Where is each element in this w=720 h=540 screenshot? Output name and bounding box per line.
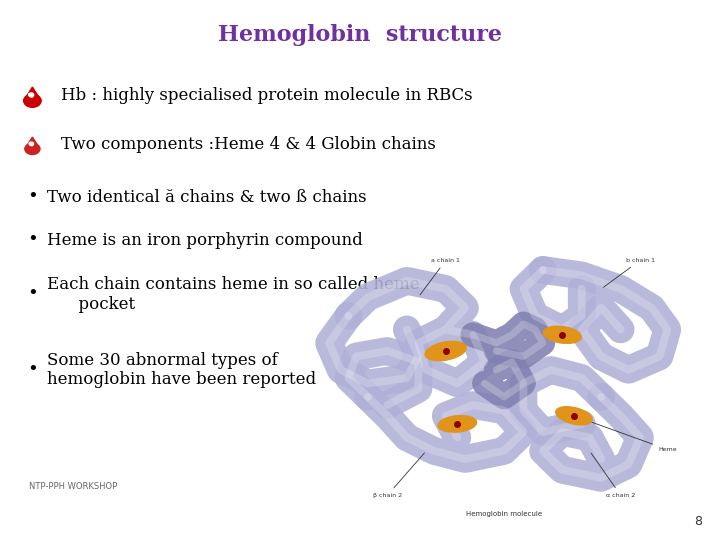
- Text: •: •: [27, 285, 37, 303]
- Text: NTP-PPH WORKSHOP: NTP-PPH WORKSHOP: [29, 482, 117, 491]
- Circle shape: [29, 142, 34, 145]
- Circle shape: [31, 144, 33, 146]
- Text: β chain 2: β chain 2: [373, 453, 424, 498]
- Text: a chain 1: a chain 1: [420, 258, 460, 295]
- Text: Hemoglobin  structure: Hemoglobin structure: [218, 24, 502, 46]
- Ellipse shape: [556, 407, 593, 425]
- Text: •: •: [27, 188, 37, 206]
- Text: Hb : highly specialised protein molecule in RBCs: Hb : highly specialised protein molecule…: [61, 87, 473, 104]
- Text: •: •: [27, 231, 37, 249]
- Ellipse shape: [544, 326, 581, 343]
- Ellipse shape: [425, 341, 467, 361]
- Circle shape: [25, 143, 40, 154]
- Circle shape: [31, 96, 33, 97]
- Text: •: •: [27, 361, 37, 379]
- Text: Heme is an iron porphyrin compound: Heme is an iron porphyrin compound: [47, 232, 363, 249]
- Text: Each chain contains heme in so called heme
      pocket: Each chain contains heme in so called he…: [47, 276, 420, 313]
- Text: Two identical ă chains & two ß chains: Two identical ă chains & two ß chains: [47, 188, 366, 206]
- Ellipse shape: [438, 416, 477, 432]
- Text: α chain 2: α chain 2: [591, 453, 635, 498]
- Circle shape: [24, 94, 41, 107]
- Text: 8: 8: [694, 515, 702, 528]
- Polygon shape: [25, 137, 40, 149]
- Text: Heme: Heme: [577, 417, 677, 452]
- Text: b chain 1: b chain 1: [603, 258, 654, 287]
- Text: Two components :Heme 4 & 4 Globin chains: Two components :Heme 4 & 4 Globin chains: [61, 136, 436, 153]
- Polygon shape: [24, 87, 41, 101]
- Text: Hemoglobin molecule: Hemoglobin molecule: [466, 511, 542, 517]
- Text: Some 30 abnormal types of 
hemoglobin have been reported: Some 30 abnormal types of hemoglobin hav…: [47, 352, 316, 388]
- Circle shape: [29, 93, 34, 97]
